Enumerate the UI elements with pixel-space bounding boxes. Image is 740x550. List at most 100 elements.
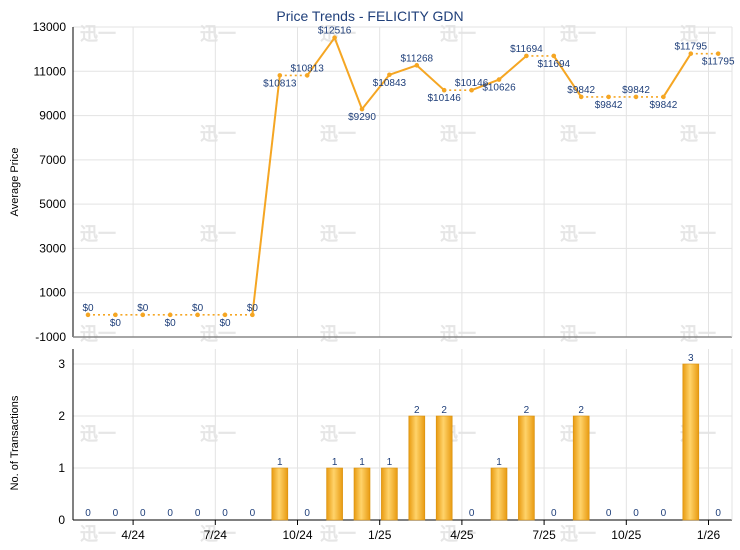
price-y-tick-label: 13000	[33, 20, 67, 34]
price-axes	[72, 27, 733, 338]
watermark-text: 迅一	[80, 524, 116, 545]
watermark-text: 迅一	[440, 224, 476, 245]
price-point	[304, 73, 310, 78]
transactions-count-labels: 0 0 0 0 0 0 0 1 0 1 1 1 2 2 0 1 2 0 2 0 0 0 3 0	[85, 353, 721, 519]
transactions-count-label: 0	[140, 508, 146, 519]
watermark-text: 迅一	[200, 224, 236, 245]
price-data-label: $9842	[622, 85, 650, 96]
transactions-count-label: 0	[304, 508, 310, 519]
transactions-bar	[381, 467, 398, 521]
transactions-count-label: 2	[441, 405, 447, 416]
transactions-count-label: 0	[222, 508, 228, 519]
transactions-bar	[572, 415, 590, 521]
x-tick-label: 7/25	[532, 528, 556, 542]
watermark-text: 迅一	[560, 24, 596, 45]
price-line-segment	[552, 55, 583, 98]
price-point	[222, 312, 228, 318]
price-point	[633, 94, 639, 100]
price-line-segment	[361, 74, 391, 110]
price-point	[140, 312, 146, 318]
transactions-bar	[682, 363, 700, 521]
price-point	[551, 53, 557, 59]
price-data-label: $9842	[567, 85, 595, 96]
price-y-tick-label: 1000	[39, 286, 66, 300]
price-data-labels: $0 $0 $0 $0 $0 $0 $0 $10813 $10813 $12516 $9290 $10…	[82, 26, 735, 329]
transactions-count-label: 0	[85, 508, 91, 519]
transactions-bar	[326, 467, 343, 521]
price-line-segment	[306, 37, 336, 77]
watermark-text: 迅一	[440, 324, 476, 345]
transactions-axes	[72, 349, 733, 521]
price-y-tick-labels: -1000 1000 3000 5000 7000 9000 11000 13000	[33, 20, 67, 344]
transactions-count-label: 0	[167, 508, 173, 519]
price-y-tick-label: 3000	[39, 241, 66, 255]
watermark-text: 迅一	[200, 124, 236, 145]
transactions-count-label: 1	[332, 457, 338, 468]
watermark-text: 迅一	[560, 124, 596, 145]
watermark-text: 迅一	[560, 224, 596, 245]
price-y-tick-label: 5000	[39, 197, 66, 211]
price-data-label: $0	[219, 318, 231, 329]
x-tick-label: 1/25	[368, 528, 392, 542]
transactions-bar	[435, 415, 453, 521]
price-data-label: $10843	[373, 78, 407, 89]
price-data-label: $10813	[263, 78, 297, 89]
price-data-label: $10146	[455, 78, 489, 89]
watermark-text: 迅一	[200, 524, 236, 545]
transactions-count-label: 1	[387, 457, 393, 468]
price-line-segment	[416, 64, 445, 91]
x-tick-label: 7/24	[204, 528, 228, 542]
watermark-text: 迅一	[440, 524, 476, 545]
watermark-text: 迅一	[320, 124, 356, 145]
price-point	[414, 63, 420, 68]
watermark-text: 迅一	[80, 224, 116, 245]
transactions-y-tick-label: 0	[58, 513, 65, 527]
price-gridlines	[73, 26, 732, 338]
price-point	[332, 35, 337, 41]
price-data-label: $10626	[482, 83, 516, 94]
price-data-label: $12516	[318, 26, 352, 37]
transactions-y-tick-label: 2	[58, 409, 65, 423]
transactions-y-tick-label: 1	[58, 461, 65, 475]
transactions-y-tick-label: 3	[58, 357, 65, 371]
transactions-count-label: 2	[578, 405, 584, 416]
price-data-label: $0	[247, 303, 259, 314]
price-data-label: $0	[165, 318, 177, 329]
price-data-label: $10813	[291, 63, 325, 74]
price-point	[167, 312, 173, 318]
price-point	[715, 51, 721, 56]
price-data-label: $11694	[510, 44, 543, 55]
price-point	[441, 87, 447, 93]
x-axis-tick-labels: 4/24 7/24 10/24 1/25 4/25 7/25 10/25 1/26	[121, 520, 721, 542]
watermark-text: 迅一	[320, 424, 356, 445]
price-point	[688, 51, 694, 56]
price-point	[250, 312, 255, 318]
price-line-segment	[333, 37, 363, 110]
watermark-text: 迅一	[440, 124, 476, 145]
watermark-text: 迅一	[80, 324, 116, 345]
price-data-label: $0	[110, 318, 122, 329]
chart-title: Price Trends - FELICITY GDN	[276, 8, 463, 24]
price-point	[496, 77, 502, 82]
transactions-count-label: 0	[606, 508, 612, 519]
price-point	[578, 94, 584, 100]
price-y-tick-label: 11000	[34, 64, 67, 78]
watermark-text: 迅一	[560, 324, 596, 345]
transactions-y-axis-title: No. of Transactions	[9, 395, 21, 490]
price-point	[113, 312, 118, 318]
transactions-bars	[271, 363, 700, 521]
price-y-tick-label: 7000	[39, 153, 66, 167]
price-data-label: $9290	[348, 112, 376, 123]
price-data-label: $11795	[674, 42, 707, 53]
watermark-text: 迅一	[80, 24, 116, 45]
watermark-text: 迅一	[680, 24, 716, 45]
transactions-bar	[271, 467, 289, 521]
transactions-count-label: 0	[633, 508, 639, 519]
watermark-text: 迅一	[200, 24, 236, 45]
transactions-count-label: 2	[414, 405, 420, 416]
watermark-text: 迅一	[200, 424, 236, 445]
watermark-text: 迅一	[680, 224, 716, 245]
price-data-label: $11795	[702, 57, 735, 68]
watermark-text: 迅一	[200, 324, 236, 345]
transactions-bar	[353, 467, 371, 521]
